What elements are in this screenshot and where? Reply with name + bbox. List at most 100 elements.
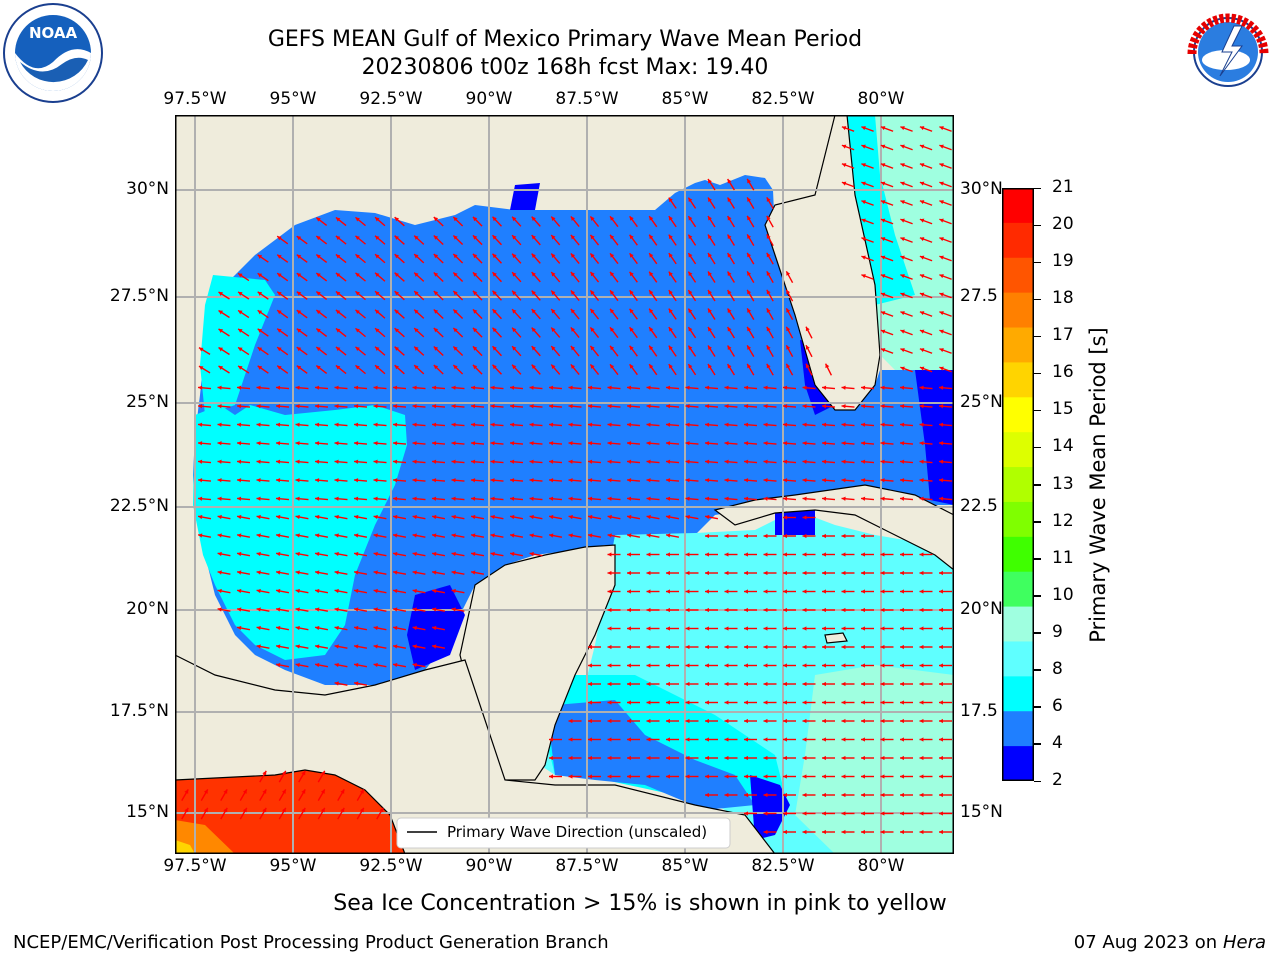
wave-arrow-head bbox=[590, 271, 595, 277]
wave-arrow-head bbox=[238, 347, 243, 352]
wave-arrow-head bbox=[492, 216, 497, 222]
wave-arrow-head bbox=[688, 234, 693, 240]
wave-arrow-head bbox=[471, 404, 476, 409]
wave-arrow-head bbox=[375, 346, 380, 351]
pacific-region-peak bbox=[175, 840, 195, 854]
wave-arrow-head bbox=[841, 644, 846, 650]
wave-arrow-head bbox=[295, 459, 300, 464]
wave-arrow-head bbox=[237, 570, 242, 575]
wave-arrow-head bbox=[412, 478, 417, 483]
wave-arrow-head bbox=[295, 533, 300, 538]
wave-arrow-head bbox=[394, 328, 400, 333]
wave-arrow-head bbox=[320, 807, 325, 813]
caribbean-region-4-6s bbox=[550, 700, 755, 810]
wave-arrow-head bbox=[414, 235, 419, 240]
wave-arrow-head bbox=[373, 644, 378, 649]
wave-arrow-head bbox=[451, 551, 456, 557]
wave-arrow-head bbox=[432, 551, 437, 557]
wave-arrow-head bbox=[666, 385, 671, 390]
colorbar-tick-label: 11 bbox=[1052, 547, 1074, 568]
wave-arrow-head bbox=[354, 588, 359, 594]
wave-arrow-head bbox=[277, 254, 282, 259]
wave-arrow-head bbox=[529, 441, 534, 446]
wave-arrow-head bbox=[822, 459, 827, 464]
colorbar-segment bbox=[1002, 711, 1034, 747]
wave-arrow-head bbox=[223, 807, 228, 813]
wave-arrow-head bbox=[880, 329, 886, 334]
caribbean-region-9-10s bbox=[795, 665, 954, 854]
wave-arrow-head bbox=[412, 404, 417, 409]
wave-arrow-head bbox=[763, 459, 768, 464]
wave-arrow-head bbox=[355, 254, 360, 259]
wave-arrow-head bbox=[627, 626, 631, 631]
wave-arrow-head bbox=[393, 588, 398, 594]
wave-arrow-head bbox=[531, 235, 536, 240]
wave-arrow-head bbox=[880, 478, 885, 483]
wave-arrow-head bbox=[451, 570, 456, 575]
wave-arrow-head bbox=[238, 273, 243, 278]
wave-arrow-head bbox=[880, 422, 885, 427]
wave-arrow-head bbox=[607, 663, 612, 668]
wave-arrow-head bbox=[763, 811, 768, 816]
wave-arrow-head bbox=[747, 215, 752, 221]
wave-arrow-head bbox=[432, 385, 437, 390]
wave-arrow-head bbox=[198, 514, 203, 520]
wave-arrow-head bbox=[763, 422, 768, 427]
wave-arrow-head bbox=[763, 404, 768, 409]
wave-arrow-head bbox=[335, 365, 341, 370]
wave-arrow-head bbox=[610, 253, 615, 258]
wave-arrow-head bbox=[237, 514, 242, 520]
wave-arrow-head bbox=[276, 441, 281, 446]
wave-arrow-head bbox=[433, 328, 439, 333]
wave-arrow-head bbox=[627, 681, 631, 687]
wave-arrow-head bbox=[841, 737, 846, 742]
wave-arrow-head bbox=[939, 422, 944, 427]
wave-arrow-head bbox=[646, 422, 651, 427]
wave-arrow-head bbox=[256, 385, 261, 390]
wave-arrow-head bbox=[570, 253, 576, 258]
wave-arrow-head bbox=[568, 718, 573, 724]
wave-arrow-head bbox=[861, 626, 865, 631]
wave-arrow-head bbox=[570, 234, 576, 240]
wave-arrow-head bbox=[414, 346, 419, 351]
wave-arrow-head bbox=[490, 385, 495, 390]
wave-arrow-head bbox=[919, 663, 924, 668]
wave-arrow-head bbox=[393, 625, 398, 631]
wave-arrow-head bbox=[432, 644, 437, 649]
wave-arrow-head bbox=[471, 533, 476, 538]
wave-arrow-head bbox=[685, 737, 690, 742]
wave-arrow-head bbox=[551, 216, 556, 221]
wave-arrow-head bbox=[724, 422, 729, 427]
wave-arrow-head bbox=[334, 551, 339, 557]
wave-arrow-head bbox=[256, 588, 261, 594]
wave-arrow-head bbox=[373, 422, 378, 427]
wave-arrow-head bbox=[610, 234, 615, 240]
wave-arrow-head bbox=[335, 291, 341, 296]
wave-arrow-head bbox=[766, 271, 771, 276]
wave-arrow-head bbox=[217, 514, 222, 520]
wave-arrow-head bbox=[334, 644, 339, 649]
wave-arrow-head bbox=[432, 607, 437, 612]
wave-arrow-head bbox=[744, 533, 748, 539]
wave-arrow-head bbox=[802, 718, 807, 724]
wave-arrow-head bbox=[880, 385, 885, 390]
wave-arrow-head bbox=[646, 644, 651, 650]
wave-arrow-head bbox=[900, 348, 905, 353]
wave-arrow-head bbox=[316, 236, 321, 241]
wave-arrow-head bbox=[802, 589, 807, 594]
wave-arrow-head bbox=[880, 126, 886, 131]
wave-arrow-head bbox=[568, 737, 573, 742]
wave-arrow-head bbox=[354, 533, 359, 538]
wave-arrow-head bbox=[472, 327, 478, 333]
map-legend: Primary Wave Direction (unscaled) bbox=[396, 817, 731, 849]
wave-arrow-head bbox=[900, 237, 905, 242]
wave-arrow-head bbox=[766, 215, 771, 221]
wave-arrow-head bbox=[393, 422, 398, 427]
colorbar-tick-mark bbox=[1034, 446, 1041, 449]
wave-arrow-head bbox=[335, 235, 341, 241]
wave-arrow-head bbox=[238, 310, 243, 315]
wave-arrow-head bbox=[492, 253, 497, 259]
wave-arrow-head bbox=[727, 197, 732, 202]
wave-arrow-head bbox=[802, 644, 807, 650]
wave-arrow-head bbox=[783, 644, 787, 650]
